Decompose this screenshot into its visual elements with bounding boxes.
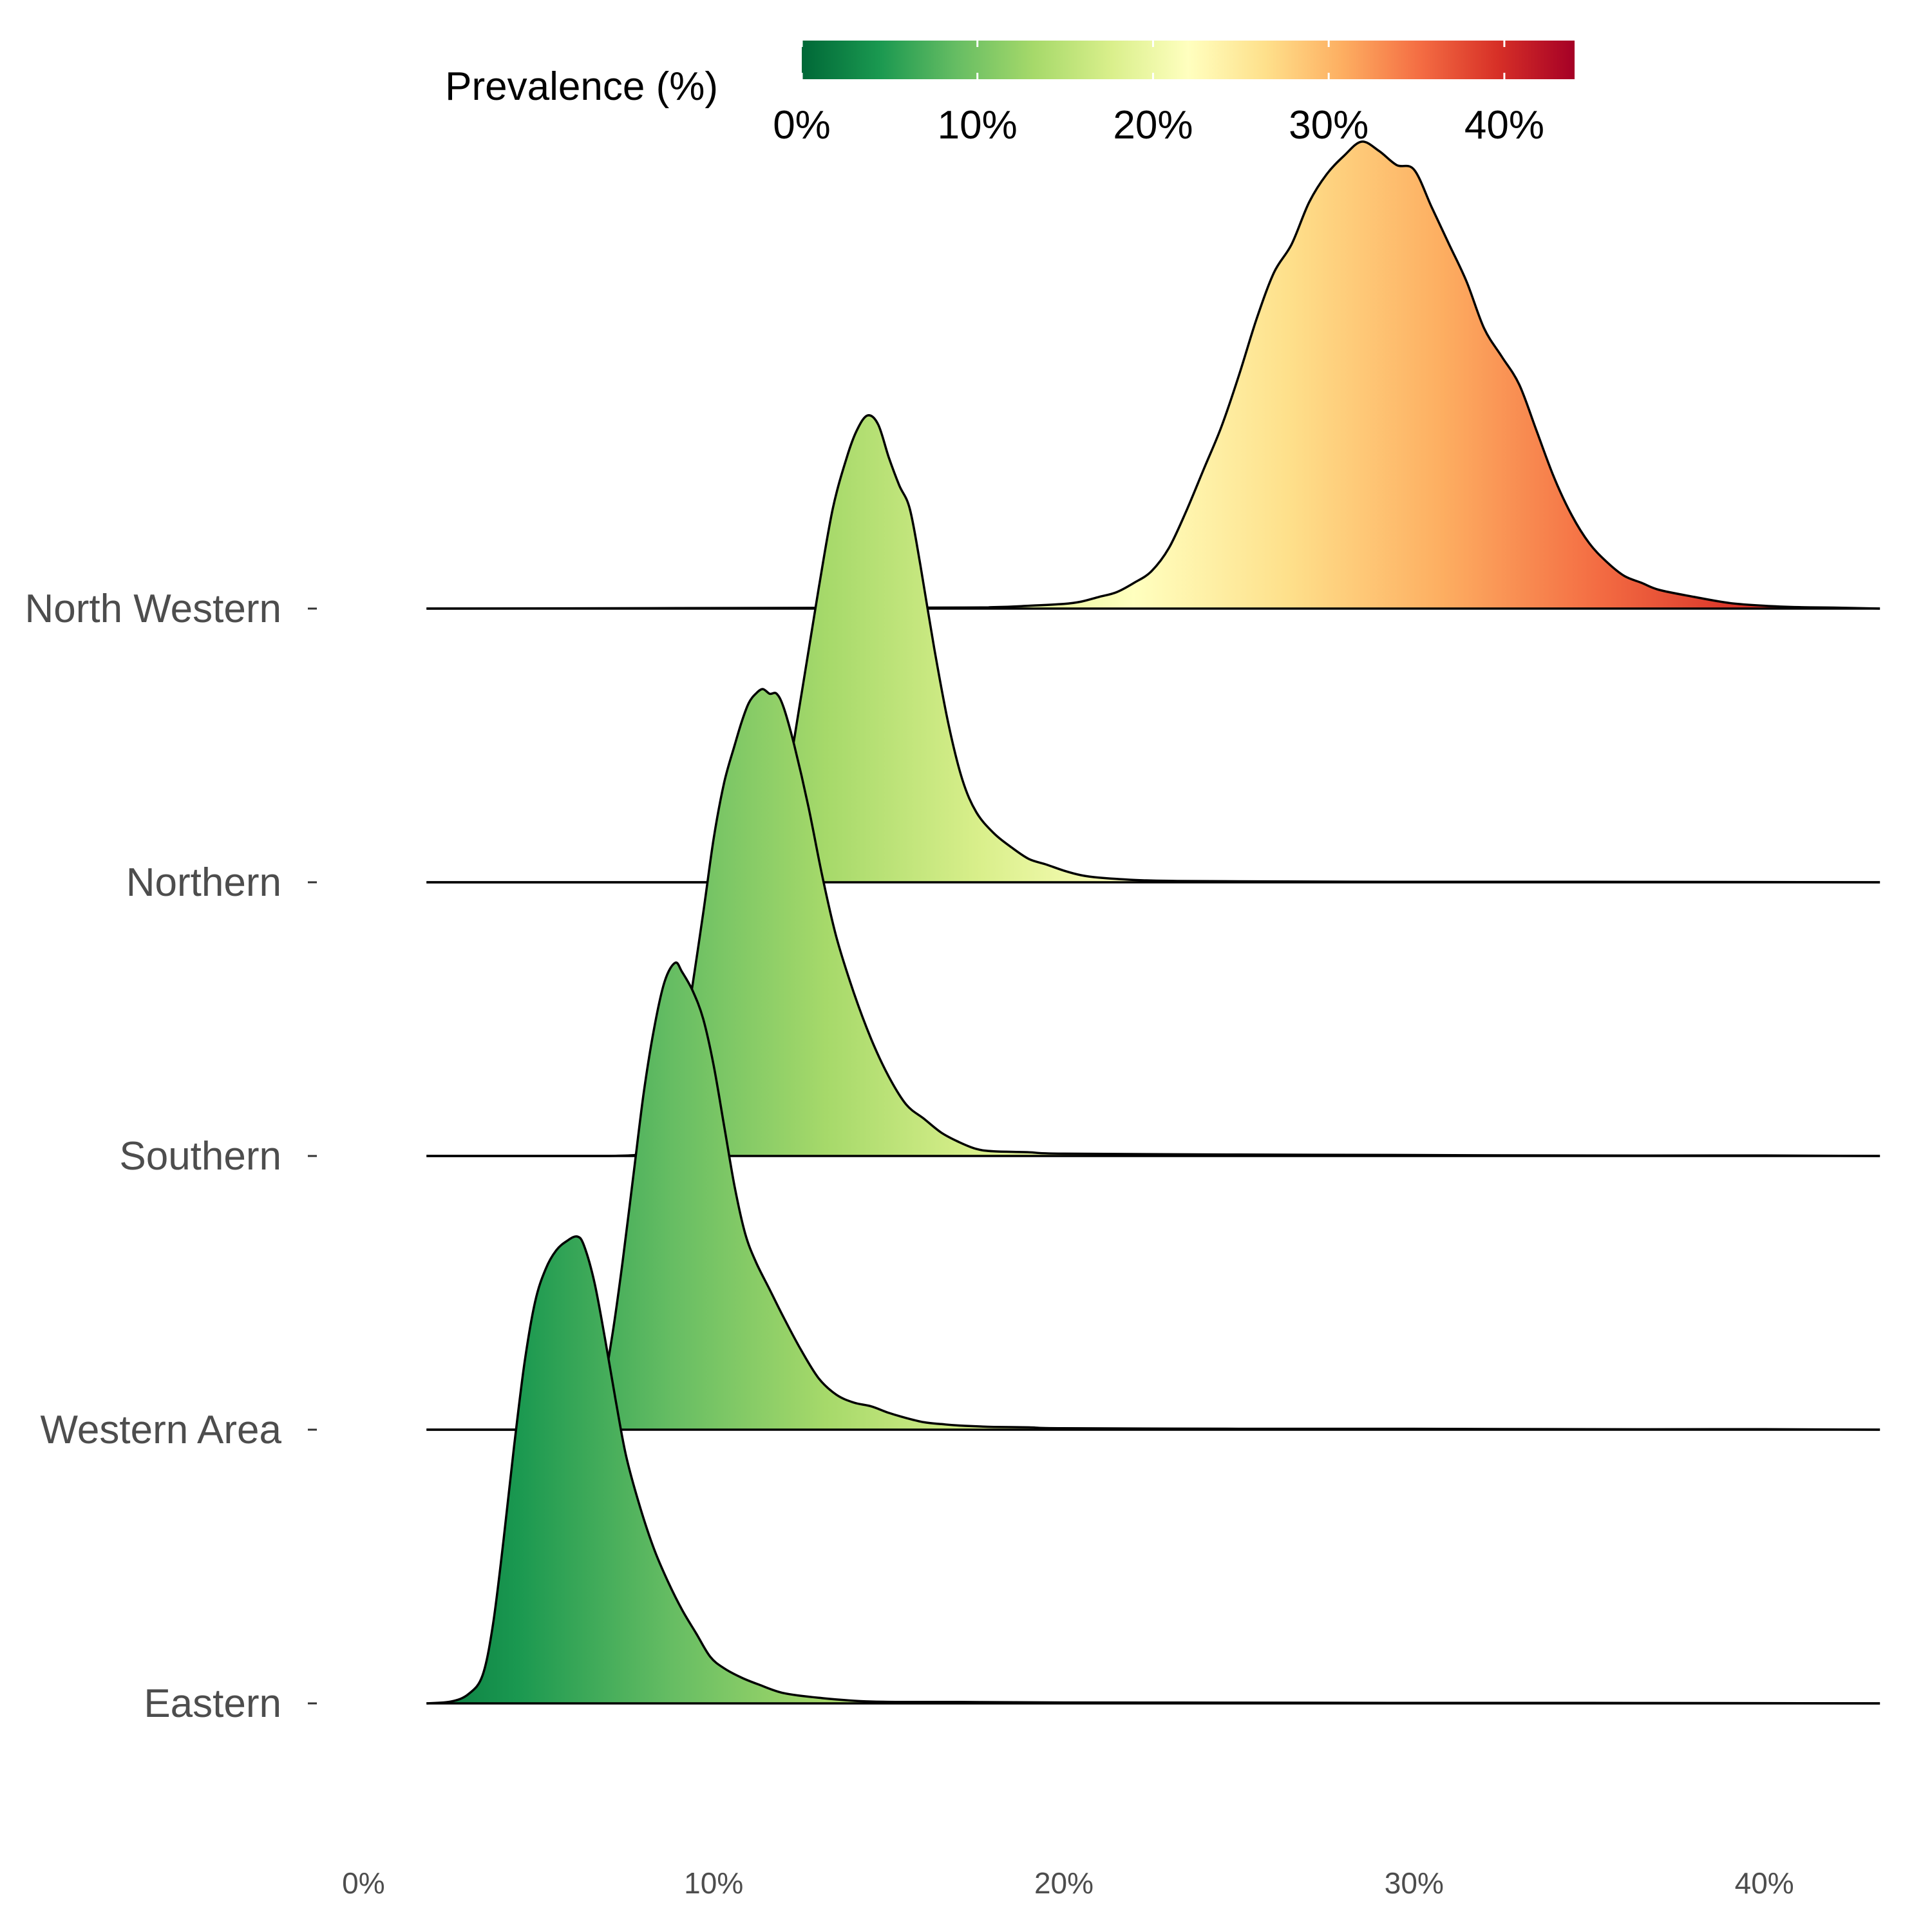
ridge-fill-eastern: [426, 1236, 1880, 1703]
y-tick-label-eastern: Eastern: [144, 1681, 281, 1726]
ridge-outline-southern: [426, 688, 1880, 1157]
legend-tick-label: 0%: [773, 103, 831, 147]
legend-tick-label: 40%: [1464, 103, 1544, 147]
y-axis: North Western Northern Southern Western Are…: [24, 587, 317, 1726]
ridge-fill-southern: [426, 689, 1880, 1156]
ridge-western-area: [426, 961, 1880, 1431]
ridge-north-western: [426, 140, 1880, 610]
ridge-northern: [426, 414, 1880, 884]
x-tick-label: 0%: [342, 1866, 384, 1900]
ridge-eastern: [426, 1235, 1880, 1705]
legend-ticks: 0% 10% 20% 30% 40%: [773, 41, 1544, 147]
ridge-outline-north-western: [426, 140, 1880, 610]
legend: Prevalence (%) 0% 10% 20% 30% 40%: [445, 41, 1575, 147]
y-tick-label-western-area: Western Area: [41, 1408, 282, 1452]
legend-tick-label: 10%: [938, 103, 1018, 147]
ridge-fill-northern: [426, 415, 1880, 882]
ridge-outline-northern: [426, 414, 1880, 884]
x-tick-label: 40%: [1735, 1866, 1794, 1900]
y-tick-label-northern: Northern: [126, 860, 281, 905]
x-tick-label: 10%: [684, 1866, 743, 1900]
legend-title: Prevalence (%): [445, 64, 718, 109]
y-tick-label-north-western: North Western: [24, 587, 281, 631]
y-tick-label-southern: Southern: [119, 1134, 281, 1179]
ridges: [426, 140, 1880, 1705]
ridge-fill-north-western: [426, 141, 1880, 609]
x-tick-label: 30%: [1385, 1866, 1444, 1900]
legend-colorbar: [802, 41, 1575, 79]
legend-tick-label: 30%: [1289, 103, 1368, 147]
x-tick-label: 20%: [1034, 1866, 1094, 1900]
x-axis: 0% 10% 20% 30% 40%: [342, 1866, 1794, 1900]
ridge-fill-western-area: [426, 962, 1880, 1430]
legend-tick-label: 20%: [1113, 103, 1193, 147]
